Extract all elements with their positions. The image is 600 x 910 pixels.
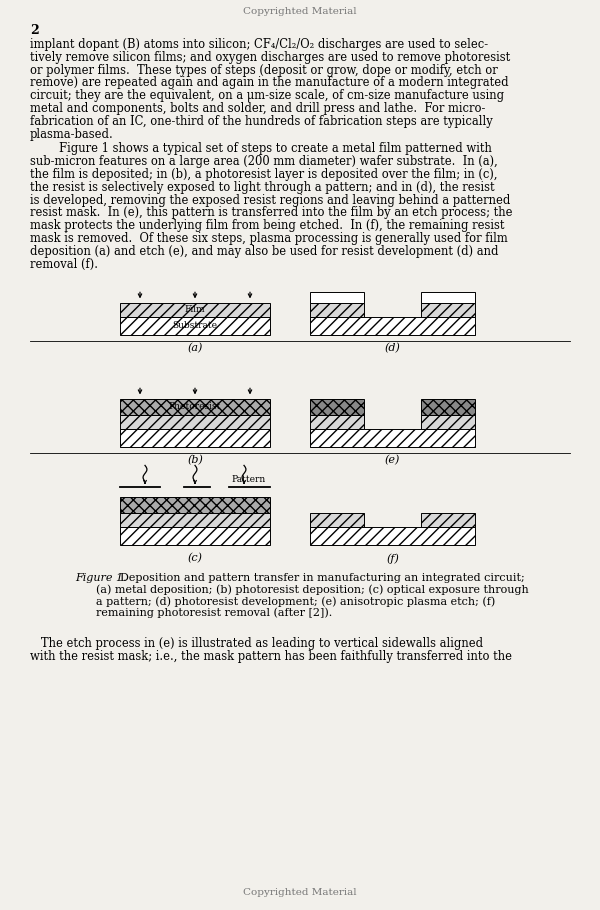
Text: mask is removed.  Of these six steps, plasma processing is generally used for fi: mask is removed. Of these six steps, pla…	[30, 232, 508, 245]
Text: Substrate: Substrate	[173, 321, 218, 330]
Text: metal and components, bolts and solder, and drill press and lathe.  For micro-: metal and components, bolts and solder, …	[30, 102, 485, 115]
Bar	[310, 292, 364, 303]
Bar	[310, 415, 364, 430]
Text: fabrication of an IC, one-third of the hundreds of fabrication steps are typical: fabrication of an IC, one-third of the h…	[30, 115, 493, 127]
Bar	[120, 318, 270, 336]
Text: Figure 1 shows a typical set of steps to create a metal film patterned with: Figure 1 shows a typical set of steps to…	[30, 142, 492, 156]
Bar	[310, 318, 475, 336]
Text: Copyrighted Material: Copyrighted Material	[243, 7, 357, 16]
Text: sub-micron features on a large area (200 mm diameter) wafer substrate.  In (a),: sub-micron features on a large area (200…	[30, 156, 498, 168]
Text: is developed, removing the exposed resist regions and leaving behind a patterned: is developed, removing the exposed resis…	[30, 194, 511, 207]
Bar	[120, 430, 270, 448]
Bar	[120, 399, 270, 415]
Bar	[120, 498, 270, 513]
Bar	[310, 513, 364, 528]
Bar	[120, 303, 270, 318]
Text: (b): (b)	[187, 455, 203, 466]
Bar	[120, 415, 270, 430]
Text: (c): (c)	[187, 553, 203, 563]
Text: Photoresist: Photoresist	[169, 402, 221, 411]
Text: (d): (d)	[385, 343, 400, 354]
Bar	[421, 399, 475, 415]
Text: Pattern: Pattern	[231, 475, 265, 484]
Text: (a): (a)	[187, 343, 203, 354]
Text: the resist is selectively exposed to light through a pattern; and in (d), the re: the resist is selectively exposed to lig…	[30, 181, 494, 194]
Bar	[421, 415, 475, 430]
Bar	[310, 303, 364, 318]
Bar	[421, 303, 475, 318]
Text: remove) are repeated again and again in the manufacture of a modern integrated: remove) are repeated again and again in …	[30, 76, 509, 89]
Text: Deposition and pattern transfer in manufacturing an integrated circuit;: Deposition and pattern transfer in manuf…	[113, 573, 525, 583]
Text: the film is deposited; in (b), a photoresist layer is deposited over the film; i: the film is deposited; in (b), a photore…	[30, 168, 497, 181]
Text: Copyrighted Material: Copyrighted Material	[243, 888, 357, 897]
Text: The etch process in (e) is illustrated as leading to vertical sidewalls aligned: The etch process in (e) is illustrated a…	[30, 637, 483, 651]
Bar	[421, 513, 475, 528]
Text: plasma-based.: plasma-based.	[30, 127, 114, 141]
Text: implant dopant (B) atoms into silicon; CF₄/Cl₂/O₂ discharges are used to selec-: implant dopant (B) atoms into silicon; C…	[30, 38, 488, 51]
Text: removal (f).: removal (f).	[30, 258, 98, 270]
Text: (e): (e)	[385, 455, 400, 466]
Text: Figure 1.: Figure 1.	[75, 573, 127, 583]
Bar	[120, 513, 270, 528]
Text: tively remove silicon films; and oxygen discharges are used to remove photoresis: tively remove silicon films; and oxygen …	[30, 51, 510, 64]
Text: or polymer films.  These types of steps (deposit or grow, dope or modify, etch o: or polymer films. These types of steps (…	[30, 64, 498, 76]
Bar	[120, 528, 270, 545]
Text: mask protects the underlying film from being etched.  In (f), the remaining resi: mask protects the underlying film from b…	[30, 219, 505, 232]
Bar	[421, 292, 475, 303]
Text: 2: 2	[30, 24, 39, 37]
Text: (f): (f)	[386, 553, 399, 564]
Text: a pattern; (d) photoresist development; (e) anisotropic plasma etch; (f): a pattern; (d) photoresist development; …	[75, 596, 495, 607]
Bar	[310, 430, 475, 448]
Text: circuit; they are the equivalent, on a μm-size scale, of cm-size manufacture usi: circuit; they are the equivalent, on a μ…	[30, 89, 504, 102]
Bar	[310, 399, 364, 415]
Text: (a) metal deposition; (b) photoresist deposition; (c) optical exposure through: (a) metal deposition; (b) photoresist de…	[75, 585, 529, 595]
Text: deposition (a) and etch (e), and may also be used for resist development (d) and: deposition (a) and etch (e), and may als…	[30, 245, 499, 258]
Bar	[310, 528, 475, 545]
Text: resist mask.  In (e), this pattern is transferred into the film by an etch proce: resist mask. In (e), this pattern is tra…	[30, 207, 512, 219]
Text: remaining photoresist removal (after [2]).: remaining photoresist removal (after [2]…	[75, 608, 332, 619]
Text: Film: Film	[185, 305, 205, 314]
Text: with the resist mask; i.e., the mask pattern has been faithfully transferred int: with the resist mask; i.e., the mask pat…	[30, 651, 512, 663]
